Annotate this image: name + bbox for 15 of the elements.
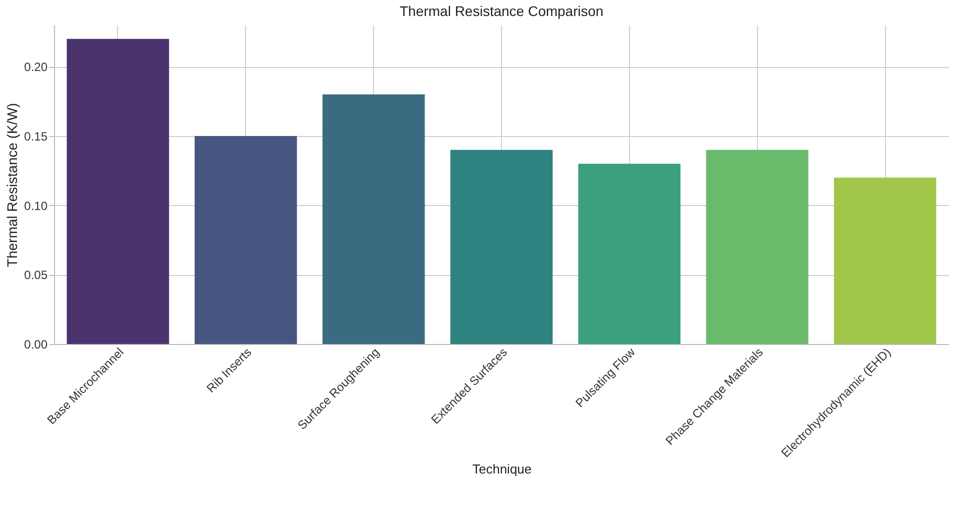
y-tick-label: 0.05 — [24, 268, 48, 282]
bar — [194, 136, 297, 344]
bar — [578, 164, 680, 344]
y-tick-label: 0.20 — [24, 60, 48, 74]
bar — [322, 94, 425, 344]
y-tick-label: 0.00 — [24, 338, 48, 352]
y-tick-label: 0.15 — [24, 129, 48, 144]
bar — [706, 150, 808, 344]
bar — [834, 178, 936, 344]
y-axis-title: Thermal Resistance (K/W) — [4, 102, 20, 268]
y-tick-label: 0.10 — [24, 198, 48, 213]
bar — [66, 38, 170, 344]
bar — [450, 150, 553, 344]
x-axis-title: Technique — [472, 461, 532, 476]
chart-title: Thermal Resistance Comparison — [400, 3, 604, 19]
